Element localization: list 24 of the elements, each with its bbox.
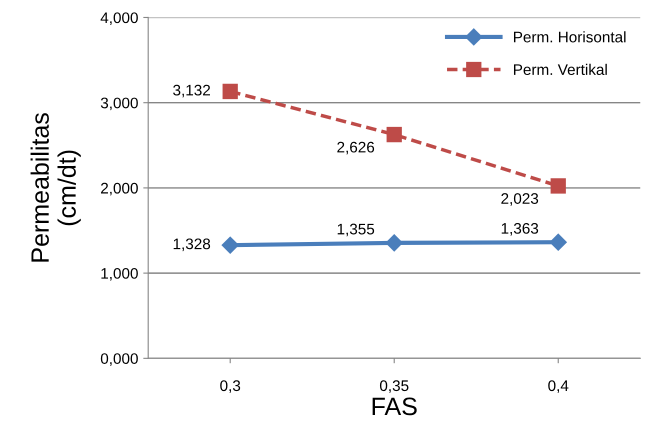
data-label: 1,355 <box>338 224 374 236</box>
y-tick-label: 4,000 <box>100 12 138 25</box>
point <box>550 234 567 251</box>
point <box>222 84 238 100</box>
y-tick-label: 1,000 <box>101 268 138 281</box>
point <box>222 236 239 254</box>
x-axis-title: FAS <box>372 398 417 416</box>
y-axis-title: Permeabilitas (cm/dt) <box>30 113 81 262</box>
data-label: 3,132 <box>173 84 210 98</box>
point <box>386 126 402 142</box>
x-tick-label: 0,3 <box>220 380 240 393</box>
legend-label: Perm. Vertikal <box>514 64 607 76</box>
point <box>550 178 566 194</box>
y-tick-label: 0,000 <box>100 353 138 366</box>
data-label: 2,023 <box>501 193 538 206</box>
y-tick-label: 3,000 <box>100 98 138 110</box>
legend-label: Perm. Horisontal <box>514 31 626 42</box>
data-label: 1,328 <box>174 238 210 252</box>
x-tick-label: 0,4 <box>548 380 568 393</box>
y-tick-label: 2,000 <box>101 182 138 196</box>
data-label: 1,363 <box>502 222 538 236</box>
point <box>386 234 403 252</box>
x-tick-label: 0,35 <box>380 380 408 393</box>
data-label: 2,626 <box>337 142 374 154</box>
